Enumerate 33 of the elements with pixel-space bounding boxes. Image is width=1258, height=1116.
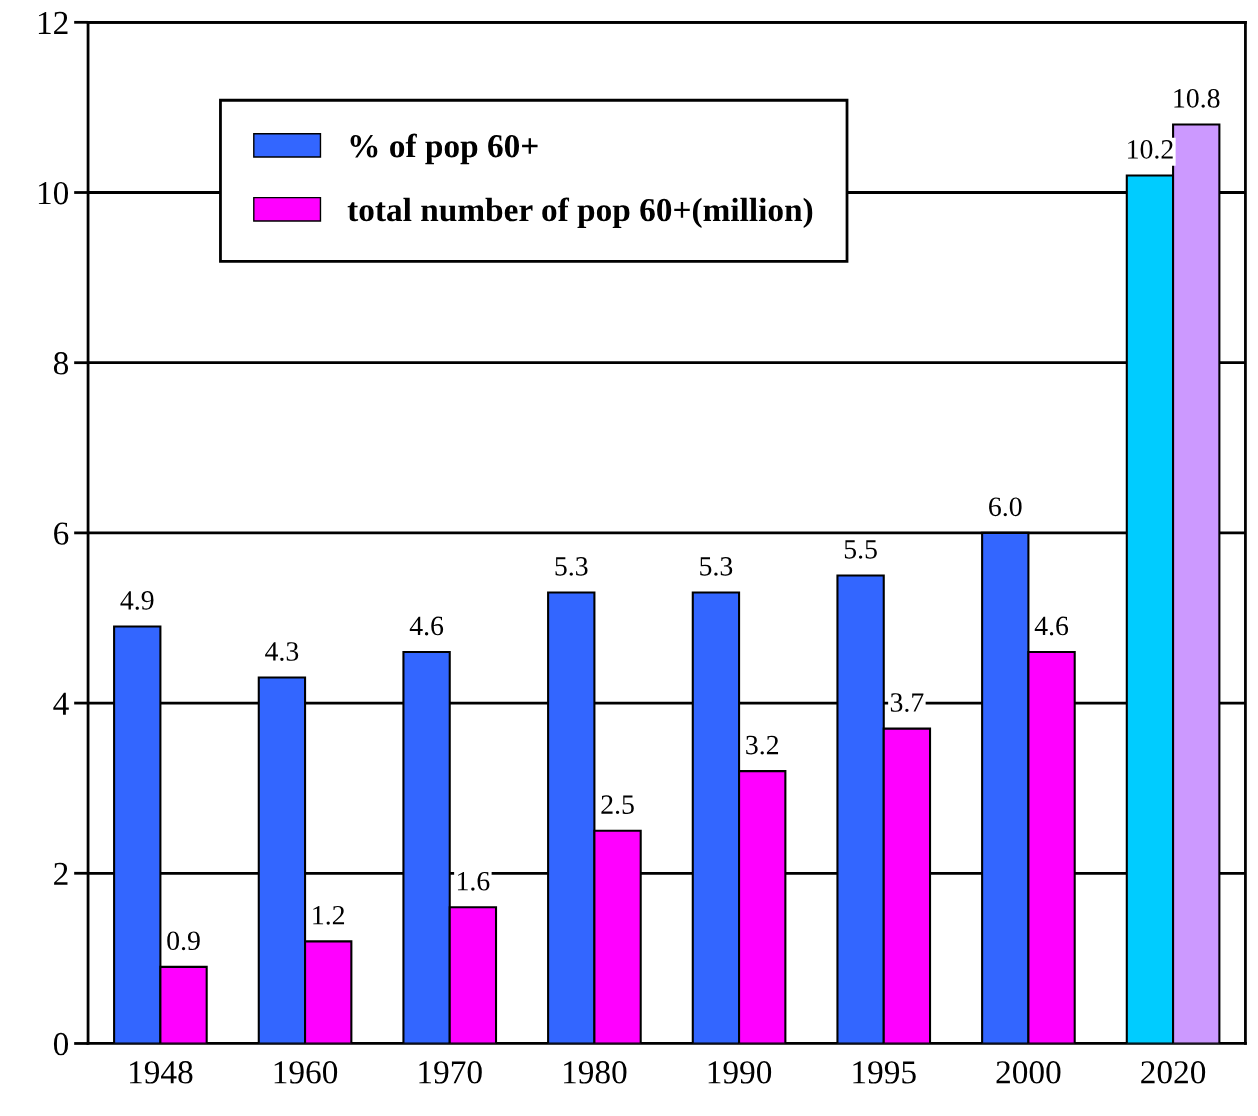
data-label: 3.2: [746, 735, 779, 755]
data-label: 5.3: [700, 557, 733, 576]
data-label: 4.9: [120, 591, 154, 610]
legend-label: % of pop 60+: [350, 133, 538, 165]
data-label: 0.9: [167, 931, 200, 951]
data-label: 5.5: [844, 540, 877, 559]
y-tick-label: 10: [38, 181, 69, 205]
x-tick-label: 1948: [129, 1061, 193, 1084]
data-label: 2.5: [601, 795, 634, 815]
x-tick-label: 1980: [564, 1061, 627, 1084]
data-label: 4.6: [1034, 616, 1069, 636]
y-tick-label: 12: [38, 11, 68, 34]
y-tick-label: 6: [54, 522, 69, 545]
data-label: 1.6: [457, 871, 490, 891]
data-label: 10.2: [1128, 139, 1173, 159]
data-label: 4.3: [265, 642, 299, 661]
x-tick-label: 2000: [996, 1061, 1061, 1084]
y-tick-label: 0: [53, 1032, 69, 1056]
data-label: 4.6: [409, 616, 444, 636]
data-label: 6.0: [989, 497, 1022, 517]
data-label: 3.7: [890, 693, 924, 712]
data-label: 1.2: [313, 905, 345, 925]
y-tick-label: 4: [53, 692, 69, 715]
x-tick-label: 1970: [419, 1061, 482, 1084]
y-tick-label: 8: [53, 352, 69, 375]
y-tick-label: 2: [54, 862, 68, 885]
x-tick-label: 1990: [708, 1061, 772, 1084]
data-label: 10.8: [1174, 88, 1220, 108]
x-tick-label: 2020: [1141, 1061, 1206, 1084]
x-tick-label: 1960: [274, 1061, 338, 1084]
x-tick-label: 1995: [853, 1061, 916, 1084]
data-label: 5.3: [555, 557, 588, 576]
legend-label: total number of pop 60+(million): [347, 197, 813, 229]
